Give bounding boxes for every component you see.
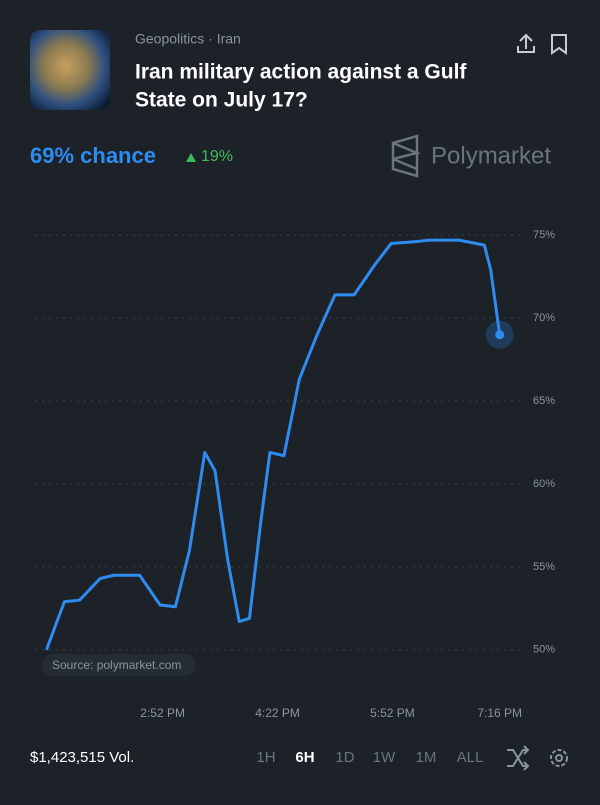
y-tick-label: 55%: [533, 561, 555, 573]
y-tick-label: 70%: [533, 312, 555, 324]
y-tick-label: 65%: [533, 395, 555, 407]
settings-button[interactable]: [550, 749, 568, 767]
bookmark-button[interactable]: [551, 34, 567, 55]
range-button[interactable]: 6H: [295, 749, 314, 766]
volume: $1,423,515 Vol.: [30, 749, 134, 766]
x-tick-label: 4:22 PM: [255, 706, 300, 720]
title: State on July 17?: [135, 89, 308, 112]
share-button[interactable]: [517, 33, 535, 53]
range-button[interactable]: 1H: [256, 749, 275, 766]
source: Source: polymarket.com: [52, 658, 181, 672]
source-badge: [42, 654, 196, 676]
chance: 69% chance: [30, 143, 156, 168]
title: Iran military action against a Gulf: [135, 61, 467, 84]
breadcrumb[interactable]: Geopolitics · Iran: [135, 31, 241, 47]
up-arrow: [186, 153, 196, 162]
x-tick-label: 7:16 PM: [477, 706, 522, 720]
shuffle-button[interactable]: [507, 745, 530, 771]
brand-logo: [391, 134, 421, 178]
line: [45, 238, 502, 651]
chart: 50% 55% 60% 65% 70% 75% 2:52 PM 4:22 PM 5:52 PM 7…: [35, 229, 555, 720]
brand: Polymarket: [431, 142, 551, 169]
end-point: [495, 330, 505, 340]
x-tick-label: 5:52 PM: [370, 706, 415, 720]
range-button[interactable]: 1W: [373, 749, 396, 766]
range-buttons: 1H 6H 1D 1W 1M ALL: [256, 749, 483, 766]
range-button[interactable]: ALL: [457, 749, 484, 766]
range-button[interactable]: 1M: [416, 749, 437, 766]
y-tick-label: 50%: [533, 644, 555, 656]
range-button[interactable]: 1D: [335, 749, 354, 766]
x-tick-label: 2:52 PM: [140, 706, 185, 720]
y-tick-label: 60%: [533, 478, 555, 490]
y-tick-label: 75%: [533, 229, 555, 241]
market-image: [30, 30, 110, 110]
change: 19%: [201, 148, 233, 165]
